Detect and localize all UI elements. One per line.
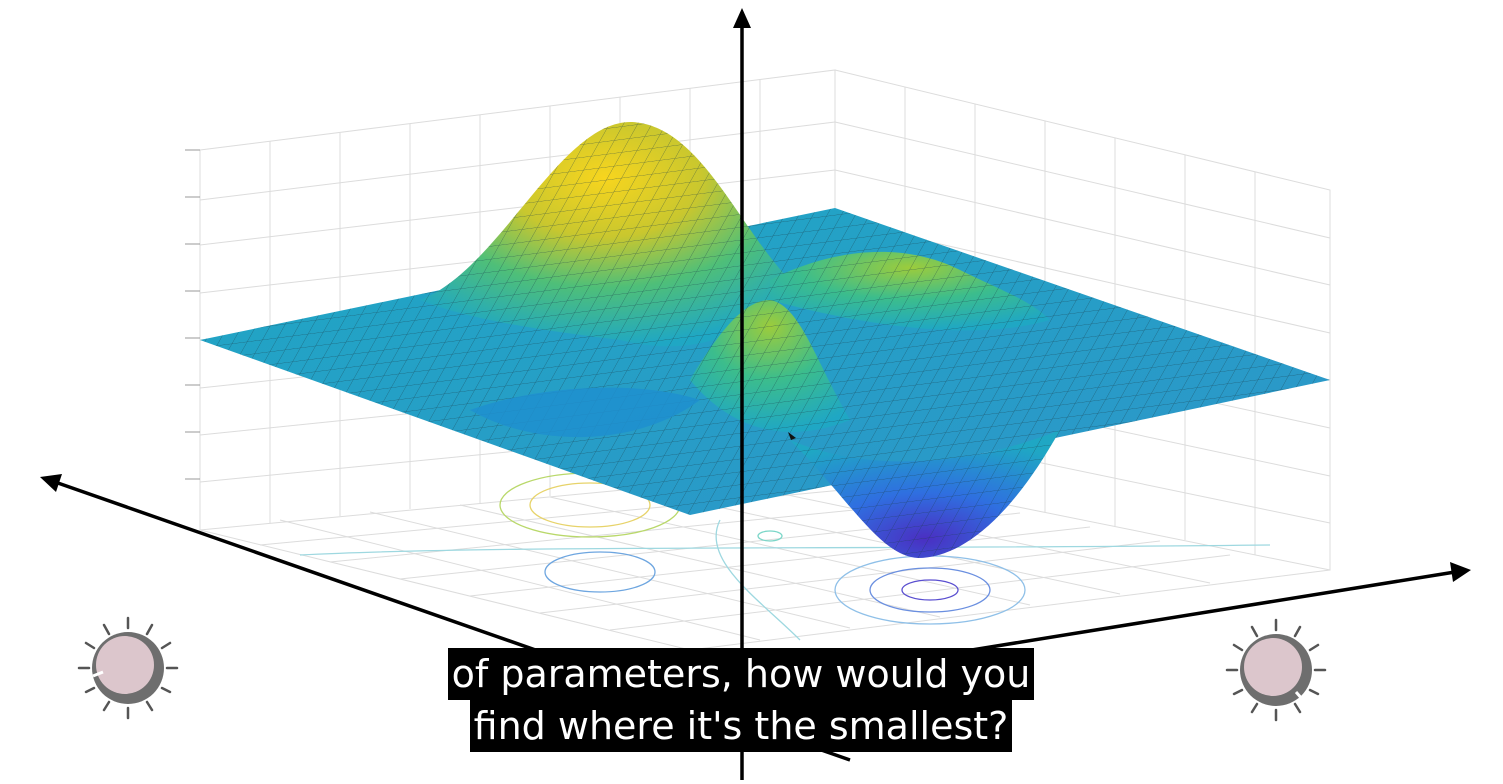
left-knob[interactable] [77, 616, 179, 720]
subtitle-line-2: find where it's the smallest? [469, 700, 1013, 752]
right-knob-indicator [1294, 691, 1305, 701]
subtitle-caption: of parameters, how would you find where … [447, 648, 1035, 752]
contour-lines [299, 472, 1271, 641]
vertical-axis-arrowhead [733, 8, 751, 28]
left-knob-indicator [92, 670, 104, 678]
surface-valley-shallow [470, 387, 700, 438]
left-axis-arrowhead [40, 474, 62, 492]
right-axis-arrowhead [1450, 562, 1471, 582]
mouse-cursor-icon [788, 432, 796, 440]
subtitle-line-1: of parameters, how would you [447, 648, 1035, 700]
z-axis-ticks [185, 149, 200, 480]
right-knob[interactable] [1225, 618, 1327, 722]
